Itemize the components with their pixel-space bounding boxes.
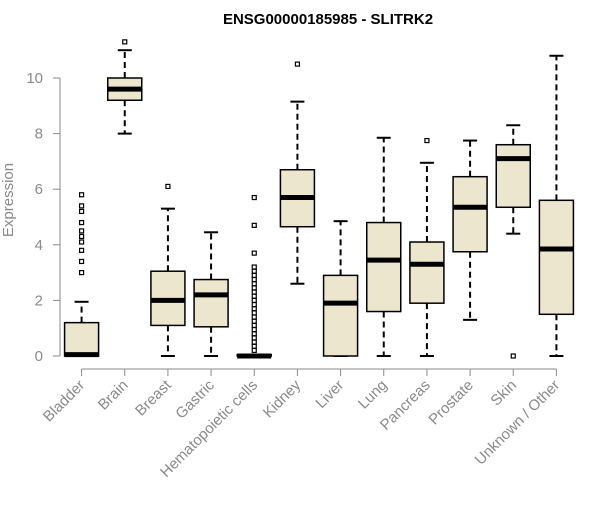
outlier-point — [251, 335, 257, 341]
outlier-point — [251, 314, 257, 320]
box-iqr — [193, 278, 229, 328]
outlier-point — [251, 194, 257, 201]
box-group — [107, 39, 143, 135]
box-group — [452, 139, 488, 321]
box-group — [366, 136, 402, 357]
outlier-point — [251, 310, 257, 316]
x-tick-label: Kidney — [260, 376, 305, 421]
box-group — [409, 137, 445, 357]
outlier-point — [78, 228, 85, 234]
y-tick-label: 10 — [26, 70, 43, 87]
outlier-point — [251, 343, 257, 349]
x-tick-label: Prostate — [425, 377, 477, 429]
y-tick-label: 0 — [35, 348, 43, 365]
outlier-point — [78, 233, 85, 240]
box-group — [279, 61, 316, 285]
outlier-point — [78, 270, 85, 276]
box-group — [495, 124, 531, 359]
x-tick-label: Liver — [312, 377, 347, 412]
outlier-point — [122, 39, 128, 45]
y-axis-label: Expression — [0, 163, 17, 237]
outlier-point — [251, 268, 257, 274]
outlier-point — [251, 289, 257, 295]
box-iqr — [452, 175, 488, 253]
outlier-point — [251, 285, 257, 291]
y-tick-label: 8 — [35, 126, 43, 143]
outlier-point — [251, 339, 257, 345]
box-group — [150, 183, 186, 357]
y-tick-label: 2 — [35, 292, 43, 309]
box-iqr — [538, 199, 575, 316]
outlier-point — [251, 276, 257, 283]
outlier-point — [510, 353, 516, 359]
outlier-point — [251, 281, 257, 287]
outlier-point — [251, 347, 257, 354]
outlier-point — [251, 301, 257, 308]
outlier-point — [251, 250, 257, 256]
outlier-point — [251, 318, 257, 324]
box-group — [538, 54, 575, 357]
box-iqr — [409, 241, 445, 304]
outlier-point — [251, 326, 257, 333]
x-tick-label: Brain — [95, 377, 132, 414]
x-tick-label: Breast — [132, 376, 175, 419]
box-group — [236, 194, 272, 359]
outlier-point — [424, 137, 430, 144]
outlier-point — [165, 183, 171, 190]
outlier-point — [78, 208, 85, 215]
box-series — [63, 39, 575, 359]
outlier-point — [251, 322, 257, 329]
box-iqr — [495, 143, 531, 209]
outlier-point — [78, 258, 85, 265]
box-group — [322, 220, 359, 357]
outlier-point — [251, 331, 257, 337]
box-group — [193, 231, 229, 357]
x-tick-label: Skin — [487, 377, 520, 410]
box-iqr — [63, 321, 100, 357]
outlier-point — [251, 272, 257, 278]
outlier-point — [251, 264, 257, 270]
outlier-point — [78, 203, 85, 209]
outlier-point — [78, 247, 85, 253]
outlier-point — [251, 293, 257, 299]
y-axis: 0 2 4 6 8 10 — [26, 70, 61, 365]
x-tick-label: Lung — [355, 377, 391, 413]
outlier-point — [78, 239, 85, 245]
outlier-point — [78, 219, 85, 226]
outlier-point — [294, 61, 301, 67]
box-iqr — [366, 221, 402, 313]
outlier-point — [251, 306, 257, 312]
box-iqr — [322, 274, 359, 357]
outlier-point — [78, 192, 85, 198]
x-tick-label: Bladder — [40, 377, 89, 426]
chart-title: ENSG00000185985 - SLITRK2 — [223, 11, 433, 28]
outlier-point — [251, 222, 257, 228]
outlier-point — [251, 297, 257, 303]
box-group — [63, 192, 100, 358]
y-tick-label: 4 — [35, 237, 43, 254]
y-tick-label: 6 — [35, 181, 43, 198]
